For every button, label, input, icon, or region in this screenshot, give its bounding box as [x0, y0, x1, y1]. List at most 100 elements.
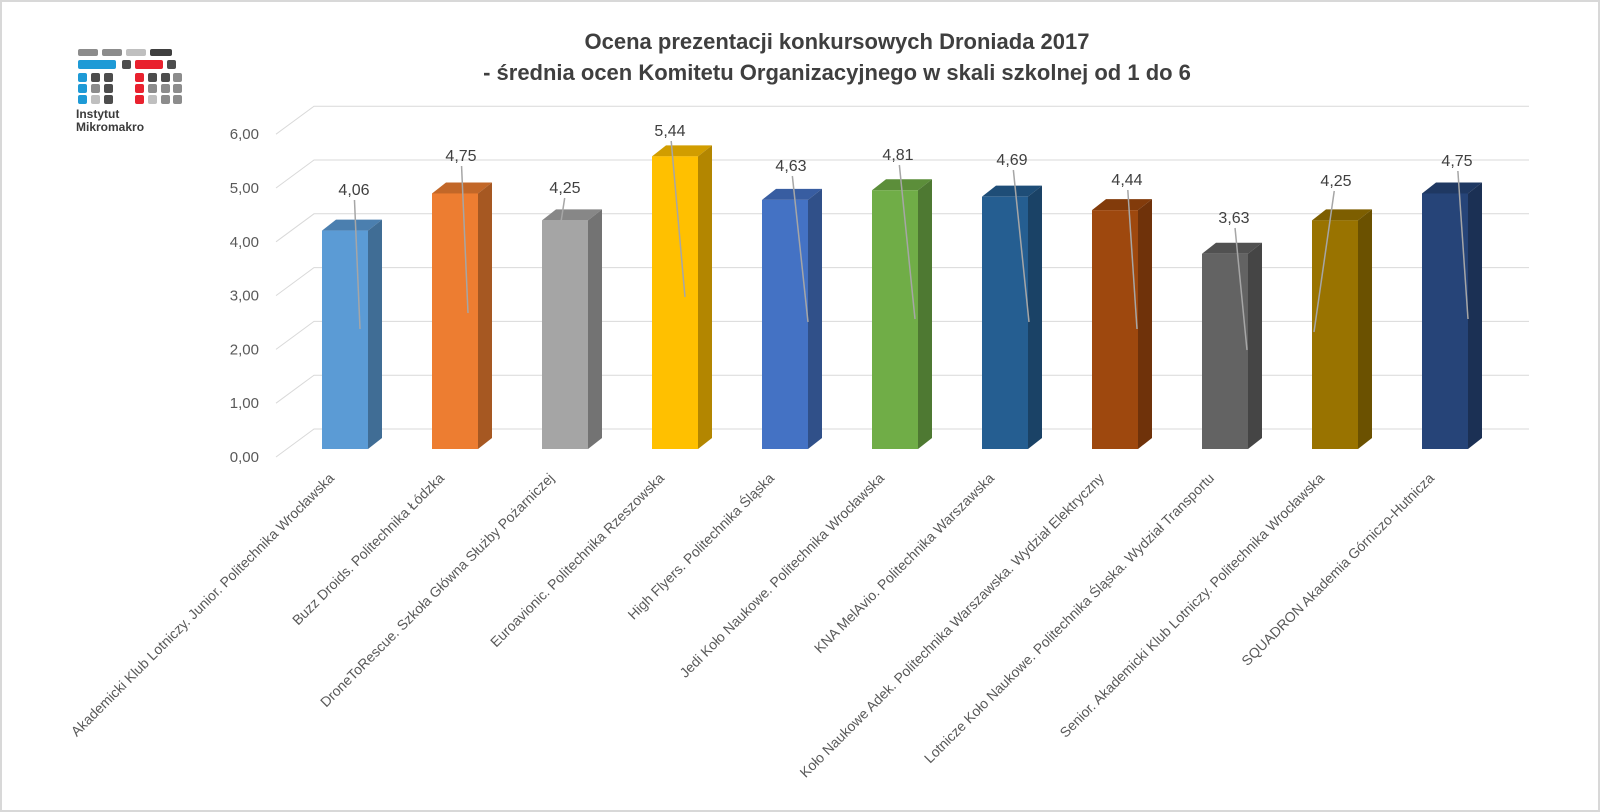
bar-3: [542, 209, 602, 449]
chart-title-line1: Ocena prezentacji konkursowych Droniada …: [584, 29, 1090, 54]
bar-6: [872, 179, 932, 450]
data-label: 4,25: [549, 180, 580, 197]
y-tick-label: 2,00: [230, 341, 259, 358]
bar-front-face: [542, 220, 588, 449]
data-label: 4,63: [775, 158, 806, 175]
logo-cell: [161, 84, 170, 93]
bar-front-face: [982, 196, 1028, 449]
bar-side-face: [1028, 185, 1042, 450]
data-label: 4,81: [882, 147, 913, 164]
category-label: Jedi Koło Naukowe. Politechnika Wrocławs…: [676, 470, 887, 681]
bar-side-face: [918, 179, 932, 450]
logo-text: Instytut Mikromakro: [76, 108, 196, 134]
y-tick-label: 5,00: [230, 180, 259, 197]
data-label: 4,75: [445, 148, 476, 165]
logo-cell: [135, 60, 163, 69]
leader-line: [1457, 170, 1469, 320]
bar-8: [1092, 199, 1152, 449]
logo-cell: [167, 60, 176, 69]
logo-cell: [173, 73, 182, 82]
bar-1: [322, 219, 382, 449]
logo-cell: [102, 49, 122, 56]
bar-front-face: [762, 199, 808, 449]
gridline: [275, 159, 1529, 189]
bar-side-face: [1358, 209, 1372, 449]
logo-cell: [161, 95, 170, 104]
chart-title: Ocena prezentacji konkursowych Droniada …: [72, 26, 1598, 88]
data-label: 4,44: [1111, 172, 1142, 189]
data-label: 4,75: [1441, 153, 1472, 170]
bar-side-face: [588, 209, 602, 449]
bar-10: [1312, 209, 1372, 449]
data-label: 4,69: [996, 152, 1027, 169]
bar-top-face: [652, 145, 712, 157]
bar-front-face: [322, 230, 368, 449]
data-label: 5,44: [654, 123, 685, 140]
bar-top-face: [1312, 209, 1372, 221]
data-label: 4,06: [338, 182, 369, 199]
data-label: 4,25: [1320, 173, 1351, 190]
logo-cell: [104, 95, 113, 104]
mikromakro-logo-icon: [76, 46, 182, 104]
bar-front-face: [432, 193, 478, 449]
leader-line: [670, 140, 686, 298]
logo-cell: [148, 84, 157, 93]
gridline: [275, 105, 1529, 135]
leader-line: [791, 175, 809, 323]
logo-cell: [91, 73, 100, 82]
category-label: Senior. Akademicki Klub Lotniczy. Polite…: [1056, 470, 1327, 741]
y-tick-label: 1,00: [230, 395, 259, 412]
logo-cell: [135, 84, 144, 93]
category-label: Akademicki Klub Lotniczy. Junior. Polite…: [68, 470, 338, 740]
bar-front-face: [1312, 220, 1358, 449]
leader-line: [1234, 227, 1248, 351]
category-label: DroneToRescue. Szkoła Główna Służby Poża…: [317, 470, 557, 710]
bar-top-face: [762, 188, 822, 200]
bar-side-face: [1248, 242, 1262, 449]
logo-cell: [91, 84, 100, 93]
y-tick-label: 4,00: [230, 234, 259, 251]
leader-line: [560, 197, 566, 223]
leader-line: [1012, 169, 1030, 323]
category-label: KNA MelAvio. Politechnika Warszawska: [811, 470, 997, 656]
y-tick-label: 6,00: [230, 126, 259, 143]
logo-cell: [135, 95, 144, 104]
bar-11: [1422, 182, 1482, 449]
bar-top-face: [542, 209, 602, 221]
bar-4: [652, 145, 712, 449]
bar-side-face: [1138, 199, 1152, 449]
bar-front-face: [872, 190, 918, 450]
logo-cell: [148, 95, 157, 104]
logo-cell: [150, 49, 172, 56]
category-label: SQUADRON Akademia Górniczo-Hutnicza: [1238, 470, 1437, 669]
category-label: Euroavionic. Politechnika Rzeszowska: [487, 470, 667, 650]
leader-line: [898, 164, 916, 320]
logo-cell: [148, 73, 157, 82]
bar-side-face: [1468, 182, 1482, 449]
logo-cell: [104, 84, 113, 93]
logo-cell: [78, 73, 87, 82]
logo-text-line2: Mikromakro: [76, 120, 145, 134]
bar-front-face: [1092, 210, 1138, 449]
logo-cell: [91, 95, 100, 104]
bar-side-face: [698, 145, 712, 449]
logo-text-line1: Instytut: [76, 107, 120, 121]
leader-line: [1127, 189, 1138, 330]
bar-front-face: [652, 156, 698, 449]
logo-cell: [135, 73, 144, 82]
logo-cell: [104, 73, 113, 82]
bar-top-face: [1422, 182, 1482, 194]
leader-line: [353, 199, 361, 330]
logo-cell: [126, 49, 146, 56]
chart-title-line2: - średnia ocen Komitetu Organizacyjnego …: [483, 60, 1191, 85]
y-tick-label: 0,00: [230, 449, 259, 466]
logo-cell: [78, 60, 116, 69]
leader-line: [460, 165, 469, 314]
logo-cell: [173, 84, 182, 93]
logo-cell: [122, 60, 131, 69]
bar-top-face: [1092, 199, 1152, 211]
logo-cell: [78, 95, 87, 104]
logo-cell: [78, 84, 87, 93]
